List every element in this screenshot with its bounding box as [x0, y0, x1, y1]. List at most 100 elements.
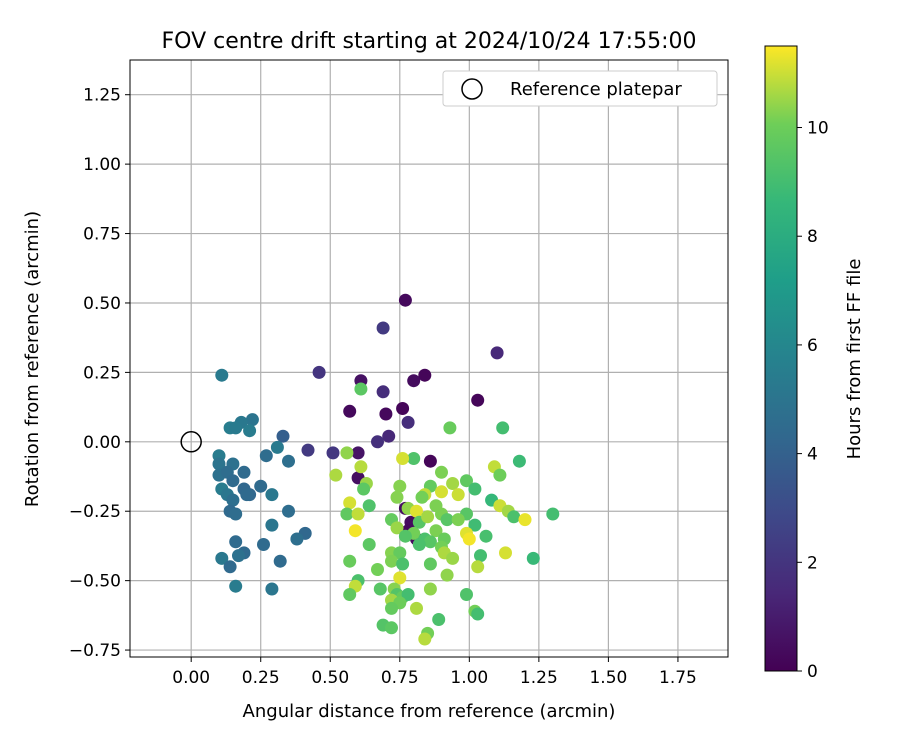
- data-point: [451, 488, 465, 502]
- data-point: [401, 415, 415, 429]
- legend-box: [442, 70, 718, 107]
- x-tick-label: 1.00: [450, 668, 488, 688]
- data-point: [518, 513, 532, 527]
- colorbar-tick-label: 10: [807, 119, 829, 139]
- data-point: [245, 413, 259, 427]
- y-tick-label: −0.25: [69, 502, 121, 522]
- data-point: [343, 554, 357, 568]
- data-points: [212, 293, 560, 646]
- x-tick-label: 1.50: [589, 668, 627, 688]
- data-point: [423, 582, 437, 596]
- data-point: [259, 449, 273, 463]
- plot-frame: [129, 59, 729, 658]
- data-point: [240, 488, 254, 502]
- data-point: [460, 474, 473, 488]
- data-point: [376, 321, 390, 335]
- data-point: [371, 435, 384, 449]
- data-point: [398, 529, 412, 543]
- y-tick-label: 0.25: [83, 363, 121, 383]
- data-point: [282, 454, 295, 468]
- data-point: [237, 465, 251, 479]
- data-point: [493, 468, 507, 482]
- data-point: [471, 560, 485, 574]
- data-point: [462, 532, 476, 546]
- data-point: [468, 482, 482, 496]
- data-point: [460, 588, 473, 601]
- data-point: [371, 563, 384, 576]
- legend-label: Reference platepar: [510, 79, 682, 100]
- x-tick-label: 0.75: [381, 668, 419, 688]
- data-point: [290, 532, 304, 546]
- data-point: [343, 588, 357, 601]
- colorbar-tick-label: 0: [807, 662, 818, 682]
- data-point: [385, 601, 398, 615]
- colorbar: 0 2 4 6 8 10 Hours from first FF file: [764, 45, 865, 682]
- data-point: [471, 393, 485, 407]
- data-point: [354, 460, 368, 474]
- data-point: [382, 429, 396, 443]
- x-tick-label: 1.25: [520, 668, 558, 688]
- data-point: [440, 568, 454, 582]
- legend: Reference platepar: [442, 70, 718, 107]
- data-point: [407, 452, 421, 465]
- data-point: [423, 535, 437, 549]
- data-point: [396, 402, 410, 415]
- data-point: [446, 477, 460, 490]
- data-point: [443, 421, 457, 435]
- data-point: [229, 507, 243, 521]
- data-point: [418, 368, 432, 382]
- y-tick-label: 0.75: [83, 225, 121, 245]
- colorbar-ticks: 0 2 4 6 8 10: [797, 119, 829, 682]
- data-point: [412, 538, 426, 551]
- y-axis-label: Rotation from reference (arcmin): [22, 211, 43, 507]
- data-point: [429, 524, 443, 538]
- data-point: [418, 632, 432, 646]
- data-point: [340, 507, 354, 521]
- data-point: [362, 538, 376, 551]
- data-point: [546, 507, 560, 521]
- x-axis-label: Angular distance from reference (arcmin): [243, 701, 616, 722]
- data-point: [393, 546, 407, 560]
- x-axis-ticks: 0.00 0.25 0.50 0.75 1.00 1.25 1.50 1.75: [172, 657, 697, 688]
- x-tick-label: 0.00: [172, 668, 210, 688]
- data-point: [270, 440, 284, 454]
- y-tick-label: −0.75: [69, 641, 121, 661]
- data-point: [446, 551, 460, 565]
- data-point: [276, 429, 290, 443]
- colorbar-tick-label: 4: [807, 445, 818, 465]
- data-point: [385, 621, 398, 635]
- y-tick-label: 1.25: [83, 86, 121, 106]
- data-point: [215, 551, 229, 565]
- data-point: [393, 479, 407, 493]
- x-tick-label: 0.25: [242, 668, 280, 688]
- data-point: [282, 504, 295, 518]
- colorbar-gradient: [764, 45, 798, 672]
- data-point: [348, 524, 362, 538]
- data-point: [232, 549, 245, 563]
- data-point: [385, 554, 398, 568]
- data-point: [390, 521, 404, 535]
- chart-title: FOV centre drift starting at 2024/10/24 …: [162, 29, 697, 54]
- y-tick-label: −0.50: [69, 572, 121, 592]
- data-point: [499, 546, 512, 560]
- data-point: [398, 293, 412, 307]
- data-point: [390, 490, 404, 504]
- data-point: [432, 613, 446, 626]
- y-axis-ticks: −0.75 −0.50 −0.25 0.00 0.25 0.50 0.75 1.00 1.25: [69, 86, 130, 661]
- data-point: [229, 535, 243, 549]
- legend-marker-icon: [461, 78, 483, 100]
- data-point: [410, 601, 423, 615]
- data-point: [526, 551, 540, 565]
- data-point: [373, 582, 387, 596]
- data-point: [229, 579, 243, 593]
- data-point: [301, 443, 315, 457]
- data-point: [474, 549, 487, 563]
- y-tick-label: 1.00: [83, 155, 121, 175]
- data-point: [440, 513, 454, 527]
- data-point: [351, 507, 365, 521]
- data-point: [435, 485, 448, 499]
- data-point: [396, 452, 410, 465]
- data-point: [254, 479, 268, 493]
- data-point: [362, 499, 376, 513]
